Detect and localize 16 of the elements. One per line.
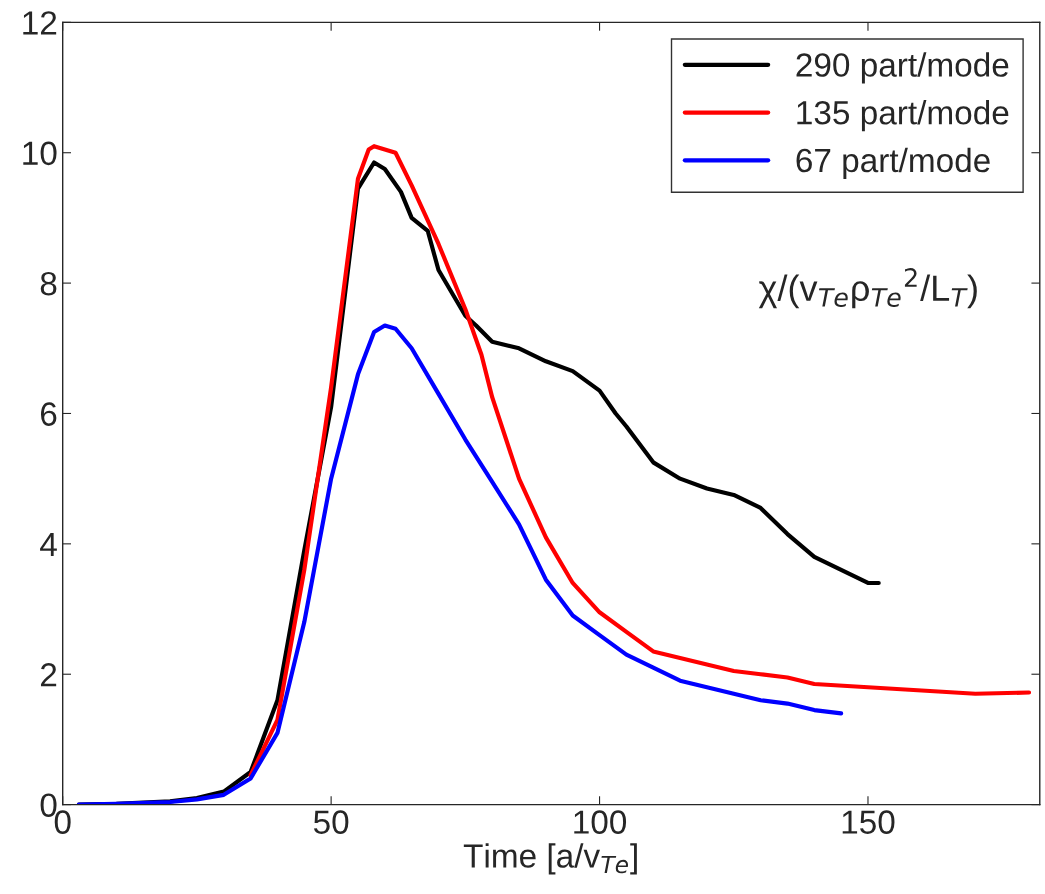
x-tick-label: 50 [313, 810, 349, 834]
y-tick-label: 10 [23, 141, 57, 166]
x-axis-title: Time [a/v$_{Te}$] [463, 843, 637, 875]
y-tick-label: 8 [40, 271, 57, 296]
y-tick-label: 12 [23, 11, 57, 35]
legend-label: 290 part/mode [796, 52, 1009, 84]
annotation: χ/(v$_{Te}$ρ$_{Te}$$^{2}$/L$_{T}$) [758, 268, 977, 309]
x-tick-label: 100 [574, 810, 627, 834]
legend-label: 135 part/mode [797, 100, 1009, 132]
y-tick-label: 4 [40, 533, 57, 556]
y-tick-label: 6 [41, 402, 57, 426]
line-series [248, 144, 1032, 778]
line-series [76, 323, 844, 805]
x-tick-label: 150 [842, 810, 895, 834]
y-tick-label: 2 [40, 663, 57, 687]
legend-label: 67 part/mode [796, 147, 990, 179]
